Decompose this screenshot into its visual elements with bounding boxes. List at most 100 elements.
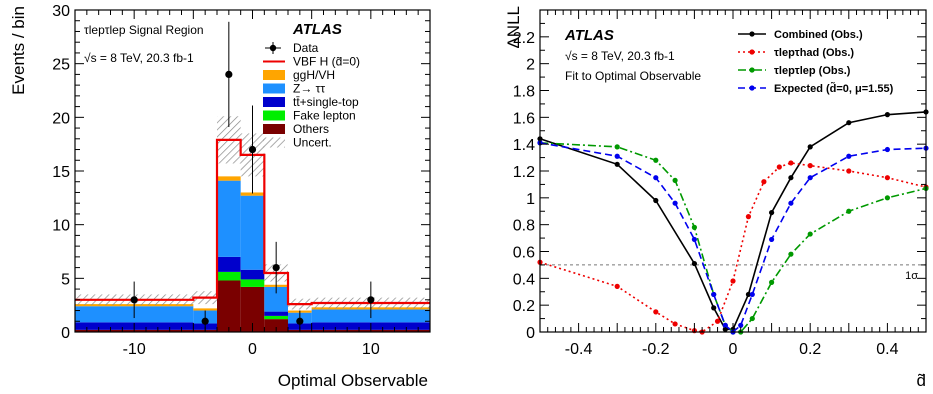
series-line [539,111,927,331]
x-tick-label: 0.2 [799,341,821,358]
y-tick-label: 10 [52,218,70,235]
y-tick-label: 0 [61,325,70,342]
series-marker [769,209,775,216]
bar-segment [240,286,265,332]
y-tick-label: 5 [61,271,70,288]
legend-swatch [263,70,285,80]
y-tick-label: 0.6 [513,245,535,262]
bar-segment [240,279,265,287]
series-marker [749,291,755,298]
series-marker [653,157,659,163]
right-atlas-label: ATLAS [564,27,614,44]
bar-segment [264,319,288,332]
region-label: τlepτlep Signal Region [84,23,204,37]
y-tick-label: 1.8 [513,84,535,101]
y-tick-label: 25 [52,57,70,74]
series-marker [769,236,775,243]
series-marker [614,161,620,167]
y-tick-label: 0 [526,325,535,342]
legend-swatch [263,83,285,94]
x-tick-label: -10 [123,341,146,358]
bar-segment [193,308,217,311]
series-marker [807,163,813,169]
right-legend: Combined (Obs.) τlepτhad (Obs.) τlepτlep (… [738,29,894,95]
series-marker [807,175,813,181]
y-tick-label: 1.4 [513,137,535,154]
legend-label: Data [293,41,319,55]
legend-swatch [263,124,285,134]
series-marker [788,175,794,181]
y-tick-label: 0.4 [513,271,535,288]
likelihood-scan-panel: -0.4 -0.2 0 0.2 0.4 0 0.2 0.4 0.6 0.8 1 1.2 1.4 1.6 1… [504,6,929,390]
series-marker [691,260,698,267]
data-point [248,145,257,154]
series-marker [788,251,794,257]
left-tick-marks [74,9,431,333]
series-marker [846,168,852,174]
data-point [225,70,233,78]
x-tick-label: -0.4 [565,341,593,358]
series-marker [846,208,852,214]
series-marker [745,214,752,220]
right-y-axis-label: ΔNLL [504,6,523,49]
series-marker [653,175,659,181]
series-marker [691,236,698,243]
legend-label: tt̄+single-top [293,95,359,109]
legend-label: Uncert. [293,136,332,150]
bar-segment [240,195,265,270]
legend-label: τlepτlep (Obs.) [774,65,851,77]
legend-label: Z→ ττ [293,82,325,96]
y-tick-label: 1.2 [513,164,535,181]
y-tick-label: 1.6 [513,110,535,127]
series-marker [653,309,659,315]
data-points [130,21,375,332]
series-marker [672,321,678,327]
y-tick-label: 2.2 [513,30,535,47]
x-tick-label: 0.4 [876,341,898,358]
data-point [296,317,304,325]
series-marker [653,197,659,204]
right-y-tick-labels: 0 0.2 0.4 0.6 0.8 1 1.2 1.4 1.6 1.8 2 2.2 [513,30,535,342]
legend-label: Combined (Obs.) [774,29,863,41]
legend-marker [749,49,755,55]
bar-segment [264,311,288,316]
series-marker [691,224,698,230]
legend-label: ggH/VH [293,68,335,82]
y-tick-label: 30 [52,3,70,20]
bar-segment [217,271,241,281]
series-marker [846,120,852,126]
x-tick-label: 0 [729,341,738,358]
legend-swatch [263,110,285,121]
left-x-tick-labels: -10 0 10 [123,341,380,358]
reference-line-label: 1σ [905,270,918,282]
event-yield-panel: -10 0 10 0 5 10 15 20 25 30 Events / bin Optimal… [9,3,431,390]
series-marker [788,200,794,206]
bar-segment [217,280,241,332]
left-x-axis-label: Optimal Observable [278,371,428,390]
right-tick-marks [539,9,927,333]
left-y-axis-label: Events / bin [9,6,28,95]
legend-marker [749,31,755,37]
series-marker [714,318,721,324]
series-marker [672,200,678,206]
y-tick-label: 15 [52,164,70,181]
left-atlas-label: ATLAS [292,21,342,38]
data-point [367,296,375,304]
y-tick-label: 2 [526,57,535,74]
legend-label: τlepτhad (Obs.) [774,47,854,59]
series-marker [769,279,775,285]
series-marker [711,305,717,311]
series-marker [749,315,755,322]
legend-data-marker [269,44,277,52]
bar-segment [217,256,241,272]
series-marker [722,322,728,328]
stacked-bars [75,176,430,332]
right-x-axis-label: d̃ [917,371,926,390]
series-marker [711,291,717,298]
fit-label: Fit to Optimal Observable [565,69,701,83]
y-tick-label: 20 [52,110,70,127]
y-tick-label: 1 [526,191,535,208]
series-marker [884,175,891,181]
